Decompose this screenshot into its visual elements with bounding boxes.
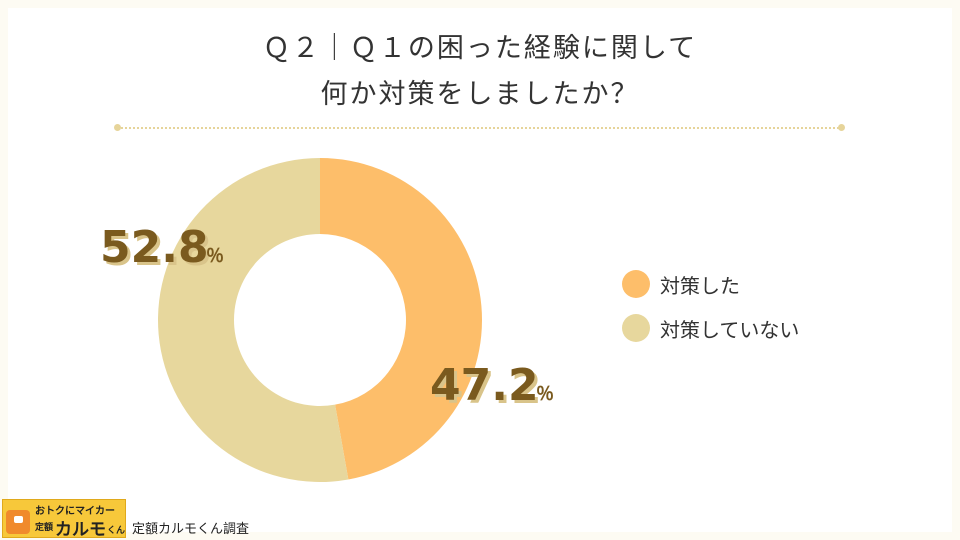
chart-title: Ｑ２｜Ｑ１の困った経験に関して 何か対策をしましたか？ (0, 26, 960, 118)
legend-item-1: 対策していない (622, 312, 799, 344)
divider-dot-right (838, 124, 845, 131)
data-label-value: 52.8 (100, 222, 209, 273)
legend-swatch (622, 314, 650, 342)
inner-ring-outline (235, 235, 405, 405)
data-label-0: 47.247.2％ (430, 360, 554, 414)
title-line-2: 何か対策をしましたか？ (320, 79, 640, 110)
svg-text:47.2: 47.2 (433, 363, 542, 414)
legend-label: 対策していない (660, 317, 800, 342)
divider-dot-left (114, 124, 121, 131)
chart-frame (8, 8, 952, 532)
title-divider (118, 127, 842, 129)
title-line-1: Ｑ２｜Ｑ１の困った経験に関して (262, 33, 698, 64)
logo-kun-text: くん (107, 526, 126, 536)
inner-ring (238, 238, 402, 402)
chart-legend: 対策した 対策していない (622, 268, 799, 356)
logo-tagline: おトクにマイカー (35, 506, 115, 517)
data-label-unit: ％ (206, 246, 224, 267)
source-note: 定額カルモくん調査 (132, 522, 250, 537)
data-label-unit: ％ (536, 384, 554, 405)
donut-slice-1 (157, 158, 349, 482)
legend-label: 対策した (660, 273, 740, 298)
svg-text:52.8: 52.8 (103, 225, 212, 276)
legend-swatch (622, 270, 650, 298)
legend-item-0: 対策した (622, 268, 799, 300)
data-label-1: 52.852.8％ (100, 222, 224, 276)
donut-slice-0 (320, 158, 482, 480)
logo-small-text: 定額 (35, 523, 54, 533)
logo-brand-text: カルモ (55, 520, 106, 540)
data-label-value: 47.2 (430, 360, 539, 411)
brand-logo: おトクにマイカー 定額 カルモ くん (2, 499, 126, 540)
car-icon (6, 510, 30, 534)
